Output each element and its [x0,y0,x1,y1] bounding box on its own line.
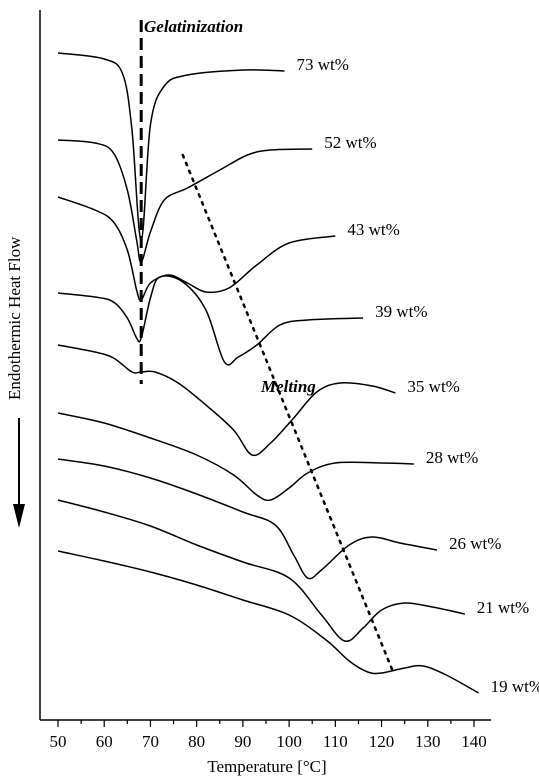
x-tick-label: 130 [415,732,441,751]
x-tick-label: 80 [188,732,205,751]
series-label: 26 wt% [449,534,501,553]
thermogram-39-wtpct [57,275,364,366]
series-label: 39 wt% [375,302,427,321]
thermogram-28-wtpct [57,412,414,502]
series-labels: 73 wt% 52 wt% 43 wt% 39 wt% 35 wt% 28 wt% 26 w… [296,55,539,696]
series-label: 35 wt% [407,377,459,396]
x-tick-label: 100 [276,732,302,751]
melting-label: Melting [260,377,316,396]
thermogram-52-wtpct [57,139,313,263]
thermogram-35-wtpct [57,344,396,457]
melting-line [181,153,395,674]
series-label: 43 wt% [347,220,399,239]
x-tick-label: 140 [461,732,487,751]
series-label: 73 wt% [296,55,348,74]
thermogram-curves [57,52,479,694]
series-label: 21 wt% [477,598,529,617]
x-tick-label: 60 [96,732,113,751]
thermogram-43-wtpct [57,196,336,301]
series-label: 19 wt% [491,677,539,696]
x-axis-title: Temperature [°C] [207,757,326,776]
x-tick-label: 70 [142,732,159,751]
x-tick-label: 50 [50,732,67,751]
thermogram-73-wtpct [57,52,285,241]
x-ticks: 50 60 70 80 90 100 110 120 130 140 [50,720,487,751]
series-label: 52 wt% [324,133,376,152]
x-tick-label: 90 [234,732,251,751]
thermogram-26-wtpct [57,458,438,580]
thermogram-21-wtpct [57,499,465,643]
down-arrow-head [13,504,25,528]
thermogram-19-wtpct [57,550,479,694]
series-label: 28 wt% [426,448,478,467]
y-axis-title: Endothermic Heat Flow [5,236,24,400]
x-tick-label: 120 [369,732,395,751]
x-tick-label: 110 [323,732,348,751]
gelatinization-label: Gelatinization [144,17,243,36]
guide-lines [139,20,395,674]
